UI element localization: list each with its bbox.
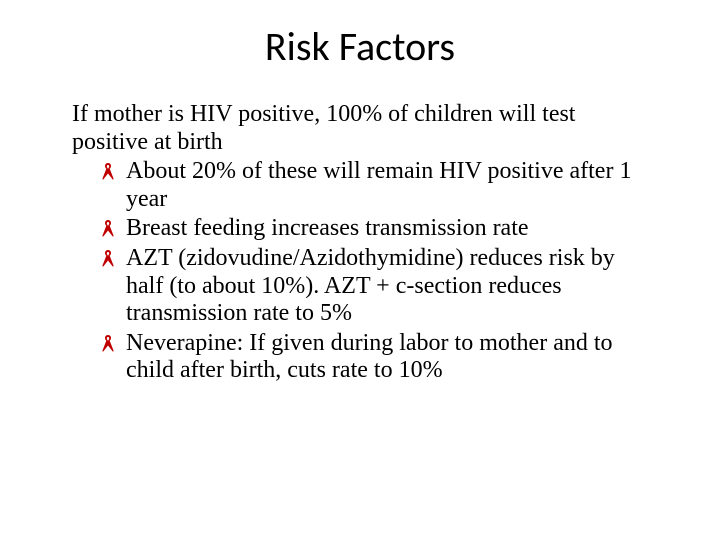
ribbon-icon <box>100 334 116 354</box>
bullet-list: About 20% of these will remain HIV posit… <box>72 158 656 385</box>
ribbon-icon <box>100 249 116 269</box>
list-item: Breast feeding increases transmission ra… <box>100 215 656 243</box>
intro-text: If mother is HIV positive, 100% of child… <box>72 101 656 156</box>
list-item: About 20% of these will remain HIV posit… <box>100 158 656 213</box>
bullet-text: About 20% of these will remain HIV posit… <box>126 158 631 212</box>
list-item: Neverapine: If given during labor to mot… <box>100 330 656 385</box>
slide-body: If mother is HIV positive, 100% of child… <box>0 101 720 385</box>
bullet-text: AZT (zidovudine/Azidothymidine) reduces … <box>126 245 615 326</box>
bullet-text: Breast feeding increases transmission ra… <box>126 215 529 241</box>
slide: Risk Factors If mother is HIV positive, … <box>0 0 720 540</box>
ribbon-icon <box>100 219 116 239</box>
list-item: AZT (zidovudine/Azidothymidine) reduces … <box>100 245 656 328</box>
slide-title: Risk Factors <box>0 0 720 101</box>
bullet-text: Neverapine: If given during labor to mot… <box>126 330 613 384</box>
ribbon-icon <box>100 162 116 182</box>
